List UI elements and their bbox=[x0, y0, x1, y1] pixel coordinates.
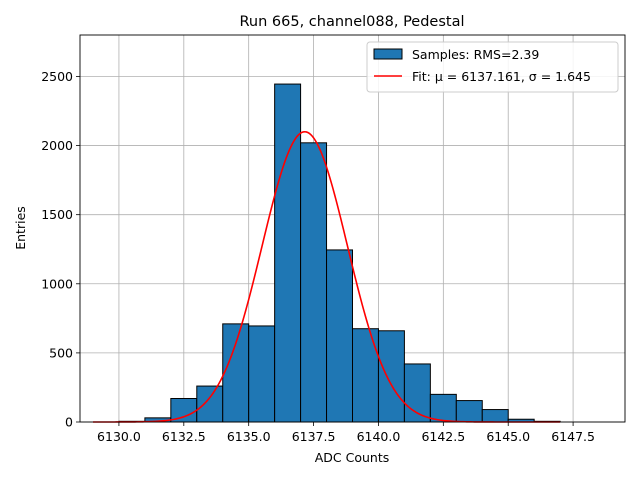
histogram-bar bbox=[481, 409, 509, 423]
y-axis: 0 500 1000 1500 2000 2500 bbox=[41, 69, 80, 430]
x-tick-label: 6142.5 bbox=[421, 429, 465, 444]
x-tick-label: 6147.5 bbox=[551, 429, 595, 444]
y-tick-label: 2000 bbox=[41, 138, 73, 153]
legend-fit-label: Fit: μ = 6137.161, σ = 1.645 bbox=[412, 69, 591, 84]
histogram-bar bbox=[429, 393, 457, 423]
y-tick-label: 1000 bbox=[41, 276, 73, 291]
x-tick-label: 6130.0 bbox=[97, 429, 141, 444]
histogram-bar bbox=[455, 400, 483, 423]
histogram-bar bbox=[300, 142, 328, 423]
histogram-bar bbox=[377, 330, 405, 423]
x-tick-label: 6132.5 bbox=[162, 429, 206, 444]
y-tick-label: 500 bbox=[49, 345, 73, 360]
histogram-bar bbox=[222, 323, 250, 423]
legend-samples-label: Samples: RMS=2.39 bbox=[412, 47, 539, 62]
histogram-bars bbox=[118, 83, 561, 423]
histogram-bar bbox=[196, 385, 224, 423]
y-axis-label: Entries bbox=[13, 206, 28, 250]
histogram-bar bbox=[248, 325, 276, 423]
y-tick-label: 1500 bbox=[41, 207, 73, 222]
x-tick-label: 6145.0 bbox=[486, 429, 530, 444]
x-tick-label: 6140.0 bbox=[357, 429, 401, 444]
y-tick-label: 0 bbox=[65, 415, 73, 430]
legend: Samples: RMS=2.39 Fit: μ = 6137.161, σ =… bbox=[366, 41, 619, 93]
x-axis-label: ADC Counts bbox=[315, 450, 390, 465]
histogram-bar bbox=[274, 83, 302, 423]
histogram-bar bbox=[352, 328, 379, 423]
chart-title: Run 665, channel088, Pedestal bbox=[239, 14, 464, 30]
x-axis: 6130.0 6132.5 6135.0 6137.5 6140.0 6142.5 6145… bbox=[97, 422, 595, 444]
x-tick-label: 6137.5 bbox=[292, 429, 336, 444]
legend-samples-swatch bbox=[373, 48, 403, 60]
x-tick-label: 6135.0 bbox=[227, 429, 271, 444]
y-tick-label: 2500 bbox=[41, 69, 73, 84]
legend-box bbox=[366, 41, 619, 93]
histogram-bar bbox=[326, 249, 353, 423]
plot-frame bbox=[79, 34, 626, 423]
